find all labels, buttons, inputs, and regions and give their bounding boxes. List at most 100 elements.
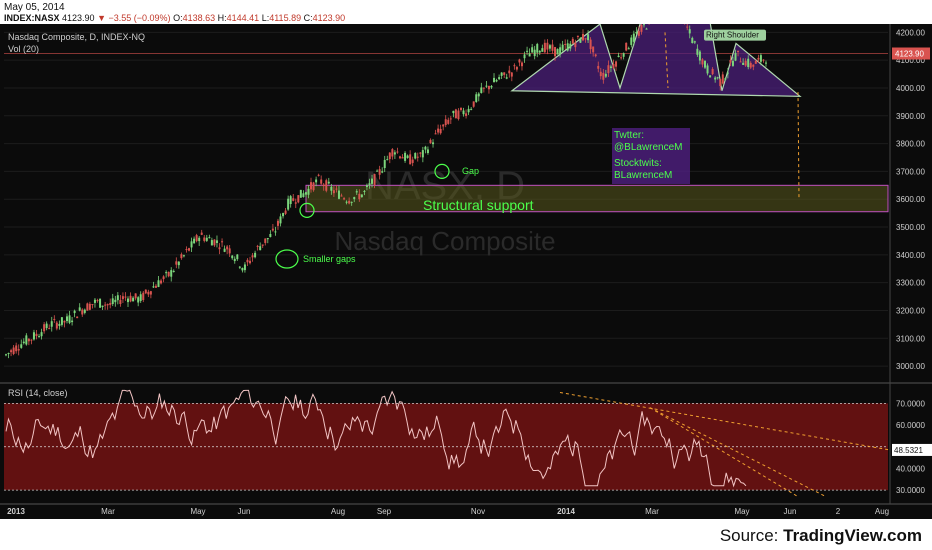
- candle-body: [282, 213, 285, 217]
- candle-body: [526, 50, 529, 52]
- smaller-gaps-label: Smaller gaps: [303, 254, 356, 264]
- candle-body: [58, 323, 61, 326]
- candle-body: [472, 101, 475, 107]
- candle-body: [205, 237, 208, 241]
- structural-support-label: Structural support: [423, 197, 534, 213]
- candle-body: [401, 157, 404, 159]
- candle-body: [365, 185, 368, 187]
- candle-body: [60, 317, 63, 325]
- rsi-last-tag: [892, 443, 932, 456]
- candle-body: [612, 64, 615, 69]
- candle-body: [515, 66, 518, 70]
- chart-area[interactable]: NASX, DNasdaq Composite Structural suppo…: [0, 24, 932, 519]
- time-tick-label: 2: [836, 507, 841, 516]
- candle-body: [604, 73, 607, 77]
- candle-body: [304, 192, 307, 195]
- candle-body: [419, 152, 422, 154]
- candle-body: [391, 149, 394, 157]
- candle-body: [121, 296, 124, 300]
- candle-body: [17, 349, 20, 351]
- candle-body: [104, 304, 107, 306]
- smaller-gaps-marker: [275, 249, 299, 269]
- candle-body: [137, 297, 140, 303]
- candle-body: [73, 310, 76, 314]
- candle-body: [546, 42, 549, 50]
- time-tick-label: Sep: [377, 507, 392, 516]
- candle-body: [467, 108, 470, 113]
- candle-body: [274, 231, 277, 233]
- candle-body: [310, 182, 313, 190]
- candle-body: [144, 289, 147, 294]
- candle-body: [368, 183, 371, 186]
- candle-body: [213, 239, 216, 246]
- candle-body: [513, 65, 516, 67]
- candle-body: [276, 220, 279, 226]
- candle-body: [134, 293, 137, 299]
- candle-body: [739, 61, 742, 63]
- candle-body: [576, 35, 579, 37]
- candle-body: [434, 133, 437, 135]
- rsi-tick-label: 70.0000: [896, 399, 925, 408]
- candle-body: [157, 280, 160, 287]
- candle-body: [320, 179, 323, 184]
- candle-body: [32, 332, 35, 340]
- candle-body: [147, 291, 150, 295]
- candle-body: [198, 237, 201, 242]
- candle-body: [360, 194, 363, 198]
- price-tick-label: 3200.00: [896, 306, 925, 315]
- candle-body: [5, 354, 7, 356]
- candle-body: [86, 303, 89, 311]
- candle-body: [528, 53, 531, 57]
- candle-body: [241, 267, 244, 271]
- chart-title: Nasdaq Composite, D, INDEX-NQ: [8, 32, 145, 42]
- candle-body: [432, 142, 435, 145]
- candle-body: [386, 159, 389, 161]
- candle-body: [350, 201, 353, 203]
- candle-body: [536, 44, 539, 53]
- candle-body: [378, 169, 381, 175]
- candle-body: [569, 43, 572, 49]
- price-tick-label: 4200.00: [896, 28, 925, 37]
- candle-body: [371, 178, 374, 184]
- candle-body: [592, 46, 595, 53]
- close-value: 4123.90: [312, 13, 346, 23]
- candle-body: [729, 59, 732, 63]
- right-shoulder-label: Right Shoulder: [706, 31, 759, 40]
- last-price: 4123.90: [62, 13, 95, 23]
- watermark-name: Nasdaq Composite: [334, 226, 555, 256]
- candle-body: [457, 110, 460, 120]
- candle-body: [106, 304, 109, 306]
- candle-body: [170, 270, 173, 277]
- candle-body: [48, 328, 51, 330]
- candle-body: [406, 155, 409, 158]
- candle-body: [299, 189, 302, 198]
- candle-body: [414, 153, 417, 159]
- candle-body: [292, 198, 295, 201]
- candle-body: [505, 77, 508, 79]
- candle-body: [345, 201, 348, 203]
- date-label: May 05, 2014: [4, 2, 65, 13]
- candle-body: [437, 128, 440, 133]
- candle-body: [236, 254, 239, 260]
- candle-body: [297, 195, 300, 203]
- candle-body: [160, 280, 163, 284]
- candle-body: [487, 85, 490, 90]
- candle-body: [632, 33, 635, 42]
- candle-body: [193, 238, 196, 244]
- candle-body: [348, 200, 351, 204]
- price-tick-label: 3600.00: [896, 195, 925, 204]
- candle-body: [200, 232, 203, 235]
- candle-body: [554, 47, 557, 57]
- candle-body: [208, 237, 211, 239]
- candle-body: [249, 260, 252, 264]
- high-label: H:: [217, 13, 227, 23]
- candle-body: [404, 152, 407, 161]
- rsi-tick-label: 60.0000: [896, 421, 925, 430]
- candle-body: [116, 295, 119, 301]
- candle-body: [246, 259, 249, 263]
- candle-body: [30, 339, 33, 341]
- candle-body: [233, 258, 236, 262]
- candle-body: [81, 309, 84, 315]
- candle-body: [182, 255, 185, 257]
